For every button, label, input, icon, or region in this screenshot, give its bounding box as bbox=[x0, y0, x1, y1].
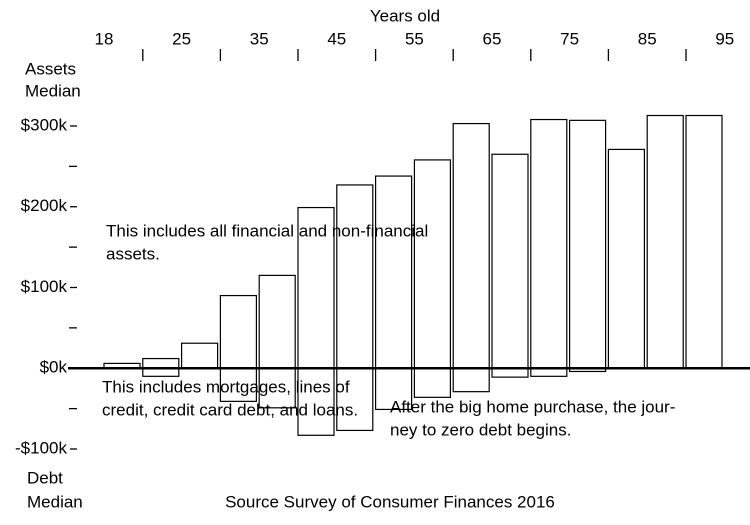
x-tick-label: 25 bbox=[172, 29, 191, 48]
x-tick-label: 85 bbox=[638, 29, 657, 48]
bar bbox=[685, 114, 723, 369]
bar bbox=[336, 184, 374, 369]
y-tick-label: $300k bbox=[21, 115, 68, 134]
annotation: assets. bbox=[106, 244, 160, 263]
bar bbox=[491, 367, 529, 378]
bar bbox=[258, 274, 296, 369]
annotation: This includes mortgages, lines of bbox=[102, 377, 350, 396]
y-tick-label: $0k bbox=[40, 358, 68, 377]
y-label-bottom: Median bbox=[27, 492, 83, 511]
bar bbox=[181, 342, 219, 369]
x-tick-label: 45 bbox=[327, 29, 346, 48]
bar bbox=[219, 294, 257, 369]
x-tick-label: 95 bbox=[715, 29, 734, 48]
x-tick-label: 35 bbox=[250, 29, 269, 48]
bar bbox=[142, 357, 180, 369]
bar bbox=[491, 153, 529, 369]
x-tick-label: 55 bbox=[405, 29, 424, 48]
bar bbox=[452, 367, 490, 393]
y-tick-label: $100k bbox=[21, 277, 68, 296]
y-label-bottom: Debt bbox=[27, 468, 63, 487]
x-tick-label: 75 bbox=[560, 29, 579, 48]
x-axis-title: Years old bbox=[370, 6, 440, 25]
x-tick-label: 65 bbox=[483, 29, 502, 48]
bar bbox=[219, 367, 257, 402]
annotation: credit, credit card debt, and loans. bbox=[102, 400, 358, 419]
bar bbox=[258, 367, 296, 409]
bar bbox=[413, 159, 451, 369]
annotation: This includes all financial and non-fina… bbox=[106, 221, 428, 240]
annotation: ney to zero debt begins. bbox=[390, 420, 571, 439]
y-label-top: Median bbox=[25, 81, 81, 100]
bar bbox=[413, 367, 451, 398]
x-tick-label: 18 bbox=[95, 29, 114, 48]
annotation: After the big home purchase, the jour- bbox=[390, 397, 675, 416]
bar bbox=[607, 148, 646, 369]
bar bbox=[297, 367, 335, 436]
bar bbox=[568, 119, 607, 369]
source: Source Survey of Consumer Finances 2016 bbox=[225, 492, 555, 511]
y-label-top: Assets bbox=[25, 59, 76, 78]
bar bbox=[452, 122, 490, 369]
bar bbox=[530, 118, 568, 369]
bar bbox=[646, 114, 684, 369]
bar bbox=[336, 367, 374, 432]
y-tick-label: $200k bbox=[21, 196, 68, 215]
y-tick-label: -$100k bbox=[15, 438, 67, 457]
bar bbox=[375, 175, 413, 369]
